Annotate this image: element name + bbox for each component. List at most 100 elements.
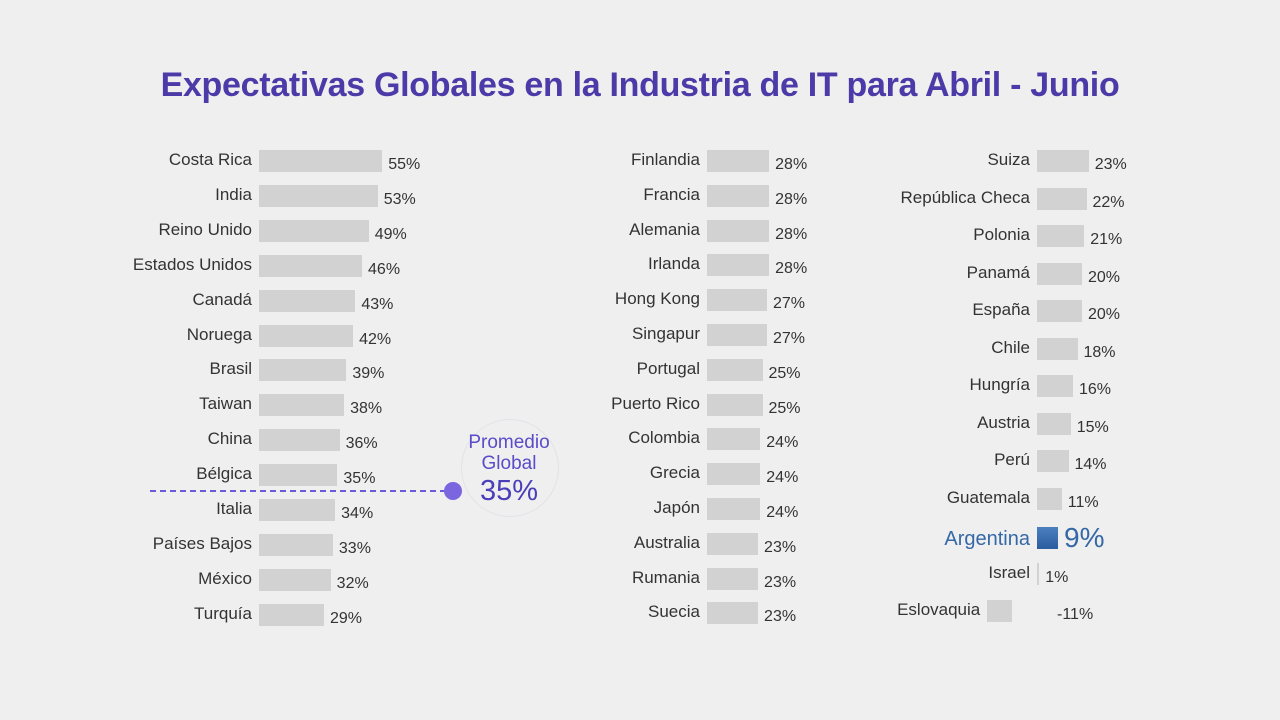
- category-label: República Checa: [900, 187, 1030, 207]
- category-label: Costa Rica: [168, 150, 252, 169]
- category-label: Suiza: [987, 150, 1030, 169]
- bar-row: Panamá 20%: [0, 262, 1280, 289]
- bar-row: Portugal 25%: [0, 358, 1280, 385]
- bar: [707, 532, 759, 555]
- bar-row: India 53%: [0, 184, 1280, 211]
- bar-row: Rumania 23%: [0, 567, 1280, 594]
- value-label: 27%: [772, 295, 805, 313]
- value-label: 36%: [345, 435, 378, 453]
- bar-row: Hungría 16%: [0, 375, 1280, 401]
- bar-row: Eslovaquia -11%: [0, 600, 1280, 626]
- category-label: Suecia: [648, 602, 700, 622]
- category-label: Argentina: [944, 528, 1030, 550]
- category-label: China: [207, 429, 252, 449]
- bar-row: Grecia 24%: [0, 463, 1280, 489]
- value-label: 24%: [766, 434, 799, 452]
- value-label: 28%: [775, 156, 808, 173]
- value-label: 23%: [1094, 156, 1127, 173]
- bar: [1037, 562, 1040, 585]
- category-label: España: [972, 300, 1030, 319]
- bar-row: Hong Kong 27%: [0, 289, 1280, 315]
- bar: [707, 324, 767, 346]
- bar: [707, 567, 759, 590]
- category-label: Singapur: [631, 324, 700, 343]
- category-label: Estados Unidos: [132, 254, 252, 274]
- bar-row: Canadá 43%: [0, 289, 1280, 316]
- bar-row: España 20%: [0, 300, 1280, 326]
- bar: [707, 428, 761, 451]
- category-label: Rumania: [631, 567, 700, 587]
- bar-row: Israel 1%: [0, 562, 1280, 589]
- bar: [707, 219, 770, 242]
- category-label: Chile: [991, 337, 1030, 357]
- bar: [259, 184, 378, 207]
- bar-row: Japón 24%: [0, 498, 1280, 524]
- bar: [259, 533, 333, 556]
- category-label: Australia: [633, 532, 700, 552]
- bar: [259, 254, 363, 277]
- value-label: 33%: [338, 539, 371, 557]
- bar-row: Guatemala 11%: [0, 487, 1280, 514]
- bar: [1037, 450, 1069, 472]
- value-label: 14%: [1074, 456, 1107, 473]
- bar-row: Bélgica 35%: [0, 464, 1280, 490]
- bar-row: Reino Unido 49%: [0, 219, 1280, 246]
- category-label: Israel: [988, 562, 1030, 582]
- category-label: Taiwan: [199, 394, 252, 414]
- value-label: 28%: [775, 260, 808, 278]
- bar-row: Finlandia 28%: [0, 150, 1280, 176]
- category-label: Grecia: [649, 463, 700, 483]
- value-label: 23%: [764, 573, 797, 591]
- value-label: 9%: [1064, 522, 1105, 553]
- value-label: 24%: [766, 504, 799, 521]
- bar-row: Francia 28%: [0, 184, 1280, 211]
- category-label: Alemania: [629, 219, 700, 239]
- category-label: Finlandia: [631, 150, 700, 169]
- value-label: 38%: [350, 400, 383, 418]
- value-label: 23%: [764, 608, 797, 626]
- category-label: Portugal: [636, 358, 700, 378]
- bar-row: Austria 15%: [0, 412, 1280, 439]
- bar-row: Países Bajos 33%: [0, 533, 1280, 560]
- value-label: 42%: [359, 330, 392, 348]
- category-label: México: [198, 568, 252, 588]
- bar: [1037, 187, 1087, 210]
- bar: [707, 463, 761, 486]
- value-label: 55%: [388, 156, 421, 173]
- bar-row: Italia 34%: [0, 499, 1280, 525]
- category-label: Francia: [643, 184, 700, 204]
- bar-row: Singapur 27%: [0, 324, 1280, 350]
- value-label: 16%: [1079, 381, 1112, 398]
- average-dot: [444, 482, 462, 500]
- category-label: Polonia: [973, 225, 1030, 244]
- category-label: Reino Unido: [158, 219, 252, 239]
- value-label: 20%: [1088, 306, 1121, 323]
- value-label: 46%: [368, 260, 401, 278]
- value-label: 25%: [768, 364, 801, 382]
- bar-row: Australia 23%: [0, 532, 1280, 559]
- category-label: Japón: [653, 498, 700, 517]
- category-label: Perú: [994, 450, 1030, 469]
- bar: [259, 289, 356, 312]
- bar-row: Argentina 9%: [0, 522, 1280, 553]
- category-label: Guatemala: [946, 487, 1030, 507]
- category-label: Hong Kong: [614, 289, 700, 309]
- bar: [707, 498, 761, 520]
- value-label: 29%: [329, 609, 362, 627]
- category-label: Turquía: [194, 603, 252, 623]
- bar: [1037, 300, 1082, 322]
- value-label: 21%: [1090, 231, 1123, 248]
- bar: [707, 602, 759, 625]
- bar: [259, 394, 345, 417]
- value-label: 1%: [1045, 568, 1069, 586]
- bar: [1037, 337, 1078, 360]
- bar-row: Noruega 42%: [0, 324, 1280, 351]
- bar: [1037, 262, 1082, 285]
- value-label: 34%: [341, 505, 374, 522]
- bar-row: Turquía 29%: [0, 603, 1280, 630]
- bar-row: Colombia 24%: [0, 428, 1280, 454]
- average-line: [150, 490, 446, 492]
